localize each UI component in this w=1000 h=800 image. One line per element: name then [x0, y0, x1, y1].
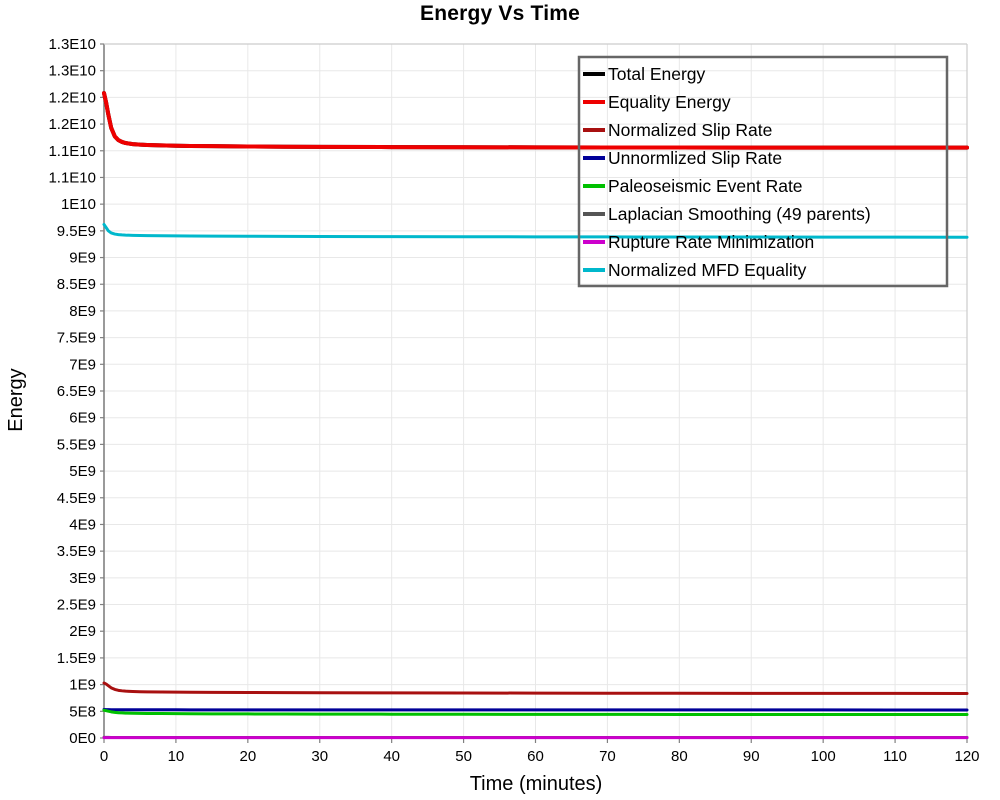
axis-titles: Energy Time (minutes) — [5, 368, 602, 795]
y-tick-label: 8E9 — [69, 303, 96, 320]
x-tick-label: 70 — [599, 748, 616, 765]
legend-label: Normalized Slip Rate — [608, 120, 772, 140]
legend-box — [577, 55, 949, 288]
x-axis-title: Time (minutes) — [470, 773, 603, 795]
y-tick-label: 8.5E9 — [57, 276, 96, 293]
legend-label: Laplacian Smoothing (49 parents) — [608, 204, 871, 224]
y-tick-label: 7.5E9 — [57, 330, 96, 347]
x-tick-label: 0 — [100, 748, 108, 765]
y-tick-label: 9E9 — [69, 250, 96, 267]
y-tick-label: 4.5E9 — [57, 490, 96, 507]
x-tick-label: 20 — [239, 748, 256, 765]
y-tick-label: 0E0 — [69, 730, 96, 747]
data-series-group — [102, 91, 969, 740]
legend-item[interactable]: Laplacian Smoothing (49 parents) — [583, 204, 871, 224]
y-tick-label: 5.5E9 — [57, 436, 96, 453]
y-tick-label: 1E9 — [69, 677, 96, 694]
legend-label: Rupture Rate Minimization — [608, 232, 814, 252]
legend-item[interactable]: Paleoseismic Event Rate — [583, 176, 803, 196]
x-axis-tick-labels: 0 10 20 30 40 50 60 70 80 90 100 110 120 — [100, 738, 980, 765]
legend-item[interactable]: Unnormlized Slip Rate — [583, 148, 782, 168]
y-tick-label: 1.1E10 — [48, 143, 96, 160]
x-tick-label: 120 — [954, 748, 979, 765]
series-line — [102, 681, 969, 695]
x-tick-label: 100 — [811, 748, 836, 765]
x-tick-label: 50 — [455, 748, 472, 765]
series-line — [102, 708, 969, 717]
y-tick-label: 1.5E9 — [57, 650, 96, 667]
x-tick-label: 90 — [743, 748, 760, 765]
legend-label: Unnormlized Slip Rate — [608, 148, 782, 168]
legend-label: Normalized MFD Equality — [608, 260, 807, 280]
y-tick-label: 3E9 — [69, 570, 96, 587]
y-tick-label: 3.5E9 — [57, 543, 96, 560]
legend-label: Equality Energy — [608, 92, 731, 112]
y-tick-label: 1.3E10 — [48, 63, 96, 80]
series-line — [102, 222, 969, 239]
x-tick-label: 60 — [527, 748, 544, 765]
y-tick-label: 1.2E10 — [48, 116, 96, 133]
y-tick-label: 4E9 — [69, 516, 96, 533]
legend-label: Total Energy — [608, 64, 706, 84]
y-tick-label: 9.5E9 — [57, 223, 96, 240]
y-tick-label: 2.5E9 — [57, 597, 96, 614]
y-tick-label: 7E9 — [69, 356, 96, 373]
chart-title: Energy Vs Time — [420, 2, 580, 25]
y-tick-label: 6.5E9 — [57, 383, 96, 400]
series-line — [102, 91, 969, 150]
chart-legend[interactable]: Total Energy Equality Energy Normalized Sl… — [577, 55, 949, 288]
x-tick-label: 10 — [168, 748, 185, 765]
legend-item[interactable]: Equality Energy — [583, 92, 731, 112]
y-tick-label: 2E9 — [69, 623, 96, 640]
x-tick-label: 110 — [883, 748, 907, 765]
y-axis-tick-labels: 0E0 5E8 1E9 1.5E9 2E9 2.5E9 3E9 3.5E9 4E9 4.5E9 5E… — [48, 36, 104, 747]
y-tick-label: 1.2E10 — [48, 89, 96, 106]
legend-item[interactable]: Normalized Slip Rate — [583, 120, 772, 140]
y-tick-label: 1E10 — [61, 196, 96, 213]
x-tick-label: 40 — [383, 748, 400, 765]
legend-item[interactable]: Normalized MFD Equality — [583, 260, 807, 280]
y-tick-label: 5E9 — [69, 463, 96, 480]
y-tick-label: 5E8 — [69, 703, 96, 720]
legend-item[interactable]: Rupture Rate Minimization — [583, 232, 814, 252]
y-tick-label: 1.1E10 — [48, 169, 96, 186]
x-tick-label: 80 — [671, 748, 688, 765]
legend-label: Paleoseismic Event Rate — [608, 176, 803, 196]
x-tick-label: 30 — [311, 748, 328, 765]
y-tick-label: 1.3E10 — [48, 36, 96, 53]
y-axis-title: Energy — [5, 368, 27, 431]
y-tick-label: 6E9 — [69, 410, 96, 427]
legend-item[interactable]: Total Energy — [583, 64, 706, 84]
